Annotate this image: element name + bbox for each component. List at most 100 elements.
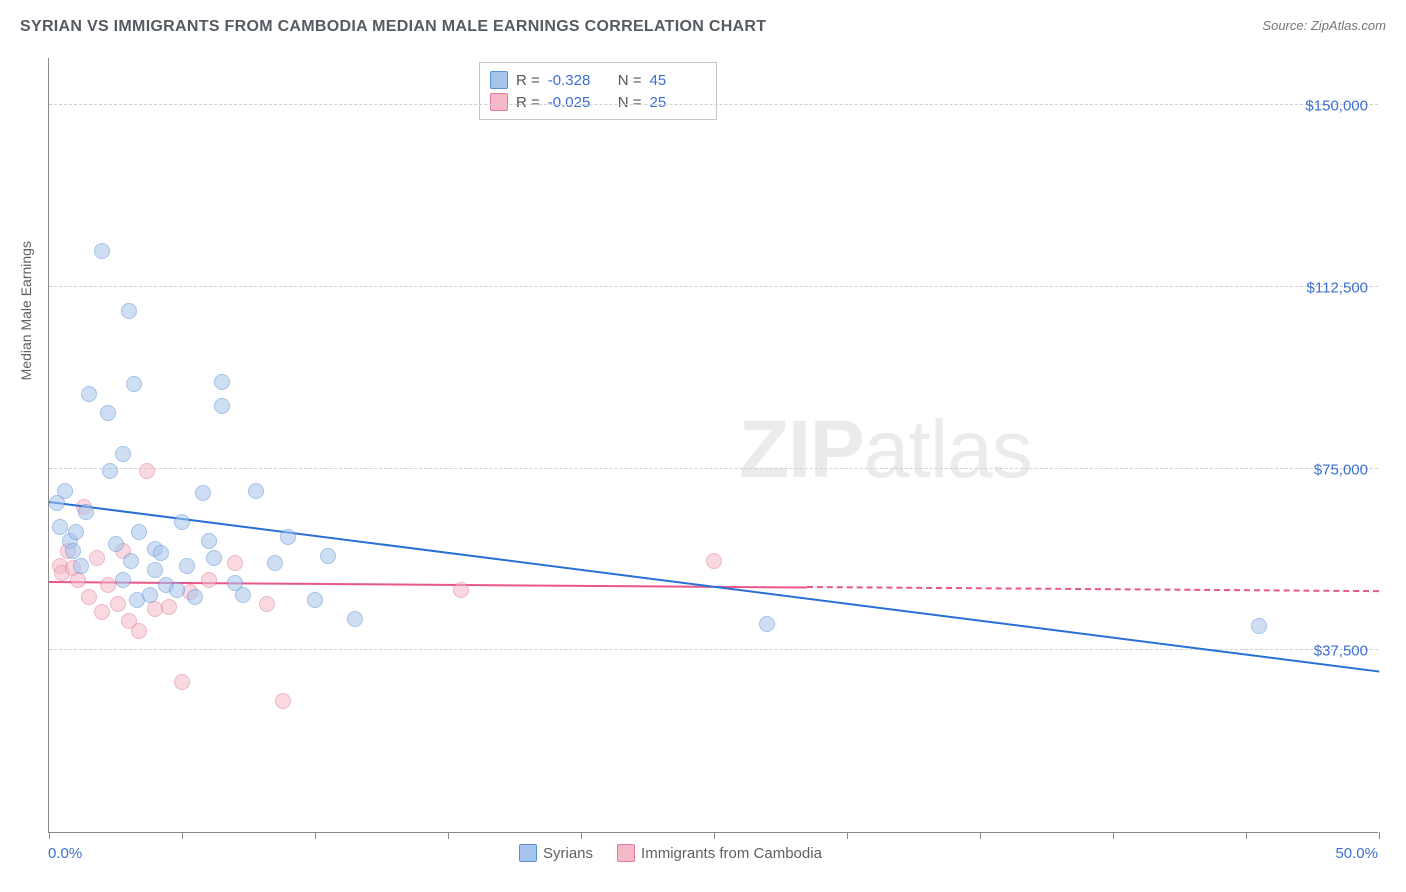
y-tick-label: $37,500 — [1314, 643, 1368, 660]
data-point — [94, 604, 110, 620]
trend-line — [49, 501, 1379, 673]
data-point — [108, 536, 124, 552]
legend-label-syrians: Syrians — [543, 845, 593, 862]
gridline — [49, 104, 1378, 105]
source-attribution: Source: ZipAtlas.com — [1262, 18, 1386, 33]
data-point — [131, 623, 147, 639]
data-point — [100, 577, 116, 593]
y-axis-title: Median Male Earnings — [18, 241, 34, 380]
data-point — [110, 596, 126, 612]
scatter-plot-area: ZIPatlas R = -0.328 N = 45 R = -0.025 N … — [48, 58, 1378, 833]
legend-item-cambodia: Immigrants from Cambodia — [617, 844, 822, 862]
data-point — [187, 589, 203, 605]
data-point — [214, 374, 230, 390]
x-tick — [847, 832, 848, 839]
x-tick — [315, 832, 316, 839]
correlation-stats-legend: R = -0.328 N = 45 R = -0.025 N = 25 — [479, 62, 717, 120]
data-point — [73, 558, 89, 574]
data-point — [280, 529, 296, 545]
data-point — [81, 589, 97, 605]
data-point — [201, 572, 217, 588]
x-tick — [49, 832, 50, 839]
data-point — [94, 243, 110, 259]
data-point — [195, 485, 211, 501]
data-point — [147, 562, 163, 578]
data-point — [275, 693, 291, 709]
data-point — [1251, 618, 1267, 634]
swatch-cambodia — [617, 844, 635, 862]
data-point — [102, 463, 118, 479]
data-point — [759, 616, 775, 632]
data-point — [142, 587, 158, 603]
x-tick — [182, 832, 183, 839]
data-point — [706, 553, 722, 569]
data-point — [115, 572, 131, 588]
n-label: N = — [618, 94, 642, 111]
y-tick-label: $75,000 — [1314, 461, 1368, 478]
data-point — [68, 524, 84, 540]
data-point — [179, 558, 195, 574]
x-tick — [448, 832, 449, 839]
x-tick — [714, 832, 715, 839]
data-point — [78, 504, 94, 520]
watermark-atlas: atlas — [864, 404, 1032, 495]
stats-row-syrians: R = -0.328 N = 45 — [490, 69, 704, 91]
swatch-cambodia — [490, 93, 508, 111]
data-point — [320, 548, 336, 564]
data-point — [201, 533, 217, 549]
data-point — [100, 405, 116, 421]
data-point — [453, 582, 469, 598]
n-value-cambodia: 25 — [650, 94, 704, 111]
data-point — [248, 483, 264, 499]
data-point — [121, 303, 137, 319]
r-label: R = — [516, 94, 540, 111]
x-tick — [980, 832, 981, 839]
x-tick — [1246, 832, 1247, 839]
swatch-syrians — [490, 71, 508, 89]
data-point — [131, 524, 147, 540]
trend-line — [807, 586, 1379, 592]
x-axis-min-label: 0.0% — [48, 845, 82, 862]
chart-title: SYRIAN VS IMMIGRANTS FROM CAMBODIA MEDIA… — [20, 18, 1386, 36]
x-tick — [581, 832, 582, 839]
data-point — [65, 543, 81, 559]
legend-label-cambodia: Immigrants from Cambodia — [641, 845, 822, 862]
gridline — [49, 649, 1378, 650]
data-point — [126, 376, 142, 392]
data-point — [161, 599, 177, 615]
series-legend: Syrians Immigrants from Cambodia — [519, 844, 822, 862]
watermark-zip: ZIP — [739, 404, 864, 495]
y-tick-label: $150,000 — [1305, 98, 1368, 115]
data-point — [115, 446, 131, 462]
data-point — [307, 592, 323, 608]
r-label: R = — [516, 72, 540, 89]
watermark-text: ZIPatlas — [739, 403, 1032, 497]
n-label: N = — [618, 72, 642, 89]
data-point — [57, 483, 73, 499]
data-point — [139, 463, 155, 479]
n-value-syrians: 45 — [650, 72, 704, 89]
source-label: Source: — [1262, 18, 1307, 33]
data-point — [227, 555, 243, 571]
data-point — [214, 398, 230, 414]
data-point — [89, 550, 105, 566]
data-point — [235, 587, 251, 603]
data-point — [153, 545, 169, 561]
data-point — [52, 519, 68, 535]
stats-row-cambodia: R = -0.025 N = 25 — [490, 91, 704, 113]
data-point — [174, 674, 190, 690]
data-point — [206, 550, 222, 566]
source-value: ZipAtlas.com — [1311, 18, 1386, 33]
r-value-cambodia: -0.025 — [548, 94, 602, 111]
gridline — [49, 286, 1378, 287]
data-point — [267, 555, 283, 571]
y-tick-label: $112,500 — [1307, 280, 1368, 297]
swatch-syrians — [519, 844, 537, 862]
data-point — [70, 572, 86, 588]
data-point — [123, 553, 139, 569]
gridline — [49, 468, 1378, 469]
r-value-syrians: -0.328 — [548, 72, 602, 89]
x-tick — [1113, 832, 1114, 839]
data-point — [81, 386, 97, 402]
legend-item-syrians: Syrians — [519, 844, 593, 862]
